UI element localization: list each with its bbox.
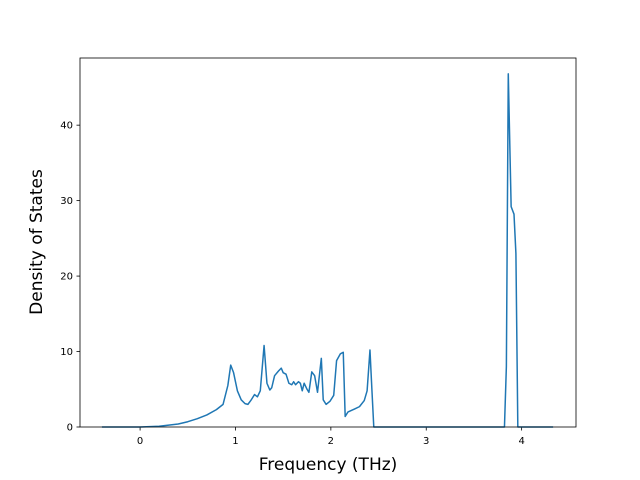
data-line bbox=[101, 73, 554, 428]
x-tick-label: 2 bbox=[328, 436, 334, 447]
y-tick-label: 20 bbox=[60, 272, 73, 283]
y-axis-label: Density of States bbox=[27, 169, 47, 315]
y-tick-label: 0 bbox=[67, 423, 73, 434]
x-tick-label: 3 bbox=[423, 436, 429, 447]
x-tick-label: 4 bbox=[518, 436, 524, 447]
plot-frame bbox=[79, 57, 577, 428]
x-axis-label: Frequency (THz) bbox=[259, 455, 398, 475]
y-tick-label: 40 bbox=[60, 121, 73, 132]
x-tick-label: 0 bbox=[137, 436, 143, 447]
y-tick-label: 30 bbox=[60, 196, 73, 207]
x-tick-label: 1 bbox=[232, 436, 238, 447]
y-tick-label: 10 bbox=[60, 347, 73, 358]
